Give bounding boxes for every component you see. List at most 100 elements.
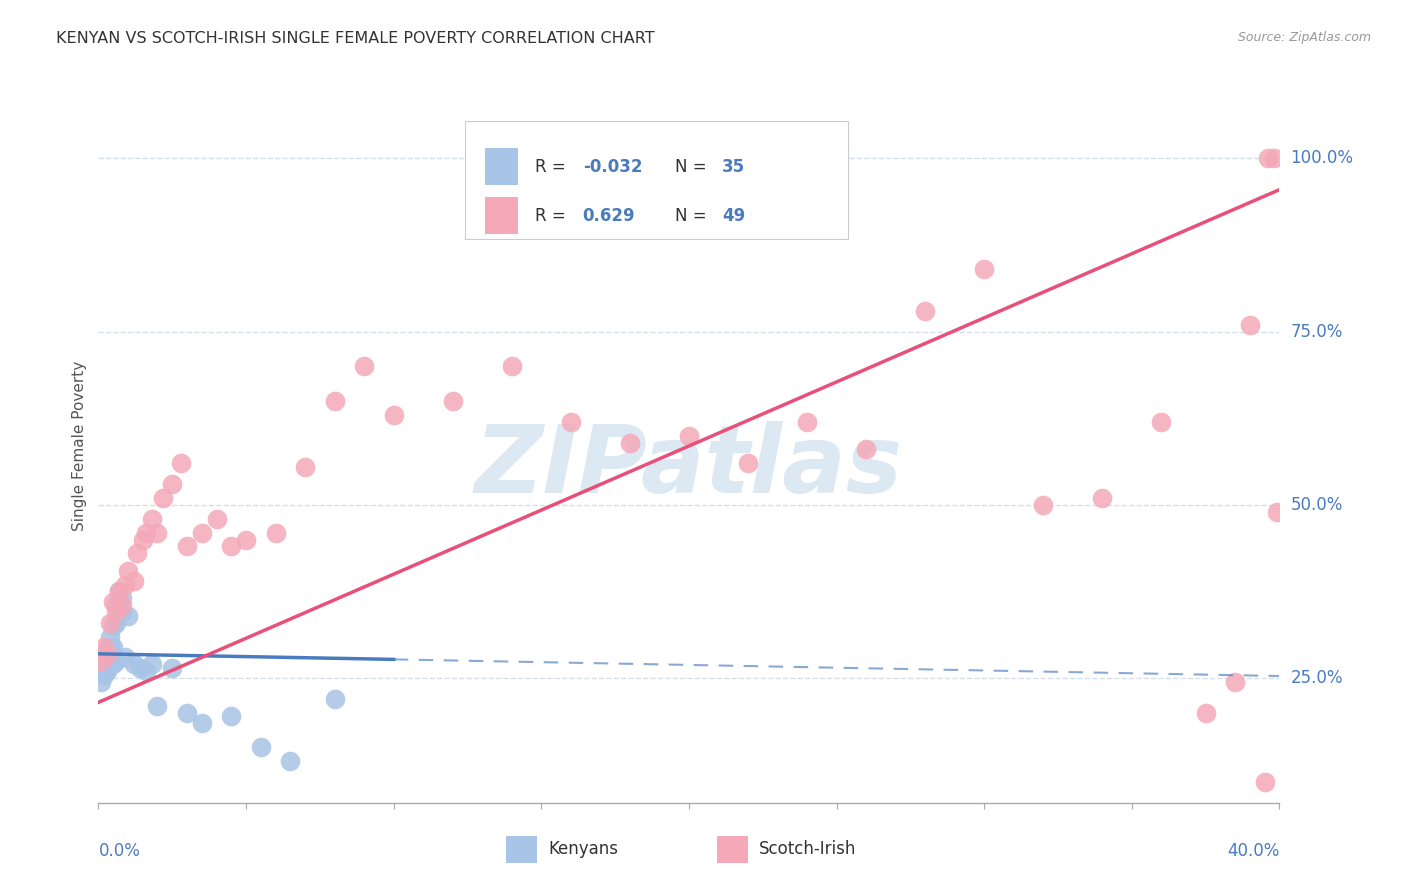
- Point: [114, 650, 136, 665]
- Point: [560, 415, 582, 429]
- Point: [441, 394, 464, 409]
- Point: [1091, 491, 1114, 505]
- Point: [294, 459, 316, 474]
- Point: [278, 754, 302, 768]
- FancyBboxPatch shape: [485, 197, 517, 234]
- Point: [619, 435, 641, 450]
- Point: [90, 661, 112, 675]
- Point: [235, 533, 257, 547]
- Text: R =: R =: [536, 158, 571, 176]
- Point: [108, 584, 131, 599]
- Text: 40.0%: 40.0%: [1227, 842, 1279, 860]
- Text: Source: ZipAtlas.com: Source: ZipAtlas.com: [1237, 31, 1371, 45]
- Point: [132, 533, 155, 547]
- Text: 50.0%: 50.0%: [1291, 496, 1343, 514]
- Point: [191, 525, 214, 540]
- Text: 100.0%: 100.0%: [1291, 150, 1354, 168]
- Text: 49: 49: [723, 207, 745, 225]
- Text: ZIPatlas: ZIPatlas: [475, 421, 903, 514]
- FancyBboxPatch shape: [464, 121, 848, 239]
- Point: [122, 574, 145, 588]
- Point: [176, 706, 198, 720]
- Point: [264, 525, 287, 540]
- Text: N =: N =: [675, 207, 711, 225]
- Point: [105, 654, 128, 668]
- Point: [737, 456, 759, 470]
- Point: [96, 654, 118, 668]
- Point: [111, 605, 134, 619]
- Point: [1223, 674, 1246, 689]
- Text: 0.0%: 0.0%: [98, 842, 141, 860]
- Point: [250, 740, 273, 755]
- Point: [146, 698, 169, 713]
- Text: KENYAN VS SCOTCH-IRISH SINGLE FEMALE POVERTY CORRELATION CHART: KENYAN VS SCOTCH-IRISH SINGLE FEMALE POV…: [56, 31, 655, 46]
- Point: [98, 630, 121, 644]
- Point: [1150, 415, 1173, 429]
- Point: [323, 691, 346, 706]
- Point: [103, 595, 125, 609]
- Point: [1257, 152, 1279, 166]
- Point: [103, 619, 125, 633]
- Point: [135, 664, 157, 678]
- Point: [501, 359, 523, 374]
- Point: [1254, 775, 1277, 789]
- Point: [1265, 505, 1288, 519]
- Point: [105, 599, 128, 613]
- Point: [135, 525, 157, 540]
- Point: [219, 540, 242, 554]
- Point: [90, 674, 112, 689]
- Point: [111, 599, 134, 613]
- Point: [170, 456, 193, 470]
- Text: 75.0%: 75.0%: [1291, 323, 1343, 341]
- Point: [125, 546, 148, 560]
- Point: [141, 512, 163, 526]
- Point: [105, 605, 128, 619]
- Point: [152, 491, 174, 505]
- Point: [162, 661, 183, 675]
- Point: [96, 647, 118, 661]
- Point: [128, 661, 150, 675]
- Point: [108, 584, 131, 599]
- Text: 0.629: 0.629: [582, 207, 636, 225]
- Point: [122, 657, 145, 672]
- Point: [114, 577, 136, 591]
- Text: Kenyans: Kenyans: [548, 840, 619, 858]
- Text: -0.032: -0.032: [582, 158, 643, 176]
- Point: [146, 525, 169, 540]
- Point: [1239, 318, 1261, 332]
- Text: N =: N =: [675, 158, 711, 176]
- Point: [103, 640, 125, 654]
- Point: [96, 664, 118, 678]
- Point: [914, 304, 936, 318]
- Point: [90, 654, 112, 668]
- Point: [191, 716, 214, 731]
- Point: [93, 640, 115, 654]
- Point: [98, 654, 121, 668]
- Point: [973, 262, 995, 277]
- Point: [219, 709, 242, 723]
- Text: Scotch-Irish: Scotch-Irish: [759, 840, 856, 858]
- Point: [117, 564, 139, 578]
- Point: [162, 477, 183, 491]
- Point: [323, 394, 346, 409]
- Point: [96, 643, 118, 657]
- Point: [176, 540, 198, 554]
- Point: [117, 608, 139, 623]
- Point: [105, 615, 128, 630]
- Point: [108, 595, 131, 609]
- Text: R =: R =: [536, 207, 571, 225]
- Point: [141, 657, 163, 672]
- Point: [93, 664, 115, 678]
- Point: [855, 442, 877, 457]
- Text: 35: 35: [723, 158, 745, 176]
- Point: [111, 591, 134, 606]
- Point: [98, 640, 121, 654]
- Point: [205, 512, 228, 526]
- Point: [103, 657, 125, 672]
- Point: [1263, 152, 1285, 166]
- Point: [1032, 498, 1054, 512]
- Point: [796, 415, 818, 429]
- Text: 25.0%: 25.0%: [1291, 669, 1343, 687]
- Point: [98, 615, 121, 630]
- Point: [353, 359, 375, 374]
